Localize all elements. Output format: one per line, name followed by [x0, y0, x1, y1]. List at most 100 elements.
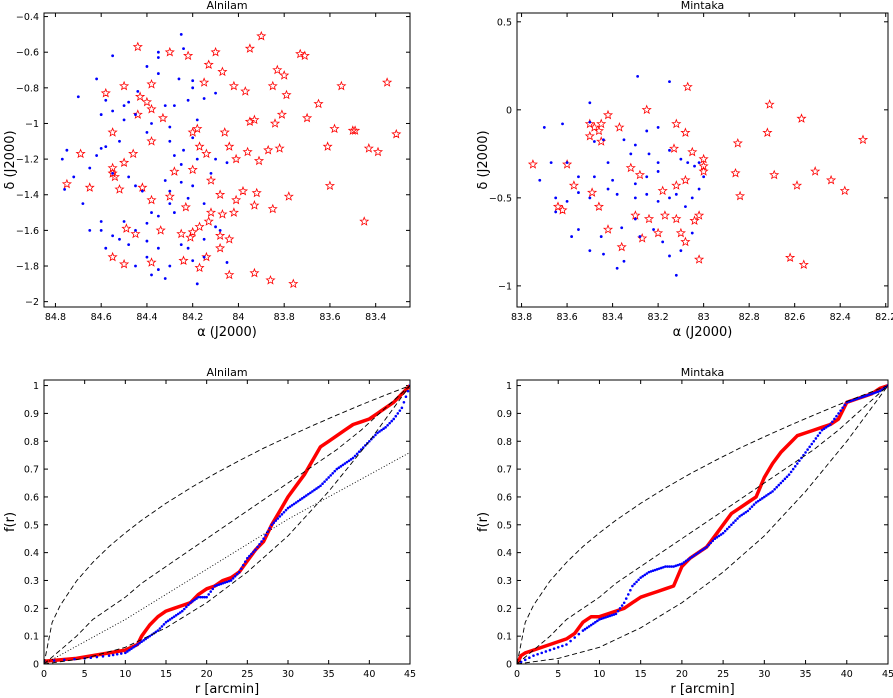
- cdf-point: [189, 601, 192, 605]
- cdf-point: [769, 491, 772, 495]
- cdf-point: [376, 431, 379, 435]
- dot-marker: [179, 243, 183, 247]
- cdf-point: [692, 554, 696, 557]
- dot-marker: [172, 154, 176, 157]
- dot-marker: [656, 126, 660, 129]
- cdf-point: [736, 517, 739, 520]
- dot-marker: [168, 264, 172, 268]
- y-tick-label: 1: [33, 381, 39, 392]
- cdf-point: [573, 636, 577, 639]
- dot-marker: [702, 175, 706, 179]
- dot-marker: [588, 196, 592, 200]
- cdf-point: [392, 417, 396, 421]
- x-tick-label: 5: [82, 669, 88, 680]
- panel-0: Alnilam 84.8 84.6 84.4 84.2 84 83.8 83.6 83.4 −2 −…: [3, 0, 411, 340]
- cdf-point: [331, 471, 335, 475]
- y-tick-label: −0.4: [16, 12, 39, 23]
- x-tick-label: 25: [717, 669, 729, 680]
- star-marker: [785, 252, 796, 263]
- star-marker: [680, 174, 691, 185]
- x-axis-label: α (J2000): [673, 325, 733, 340]
- cdf-point: [248, 554, 251, 558]
- cdf-point: [556, 645, 560, 649]
- star-marker: [242, 146, 253, 157]
- cdf-point: [633, 582, 636, 586]
- cdf-point: [612, 613, 616, 616]
- cdf-point: [697, 551, 700, 554]
- cdf-point: [523, 658, 527, 662]
- dot-marker: [122, 104, 126, 108]
- cdf-point: [643, 573, 647, 577]
- star-marker: [762, 127, 773, 138]
- cdf-point: [659, 566, 663, 570]
- dot-marker: [156, 268, 160, 271]
- dot-marker: [150, 211, 153, 214]
- star-marker: [75, 148, 86, 159]
- star-marker: [839, 185, 850, 196]
- cdf-point: [674, 564, 678, 568]
- star-marker: [146, 194, 157, 205]
- dot-marker: [652, 228, 655, 231]
- star-marker: [84, 182, 95, 192]
- cdf-point: [378, 430, 381, 433]
- star-marker: [244, 43, 255, 53]
- cdf-point: [779, 481, 783, 485]
- dot-marker: [629, 152, 633, 156]
- cdf-point: [680, 562, 684, 566]
- cdf-point: [211, 587, 215, 591]
- x-tick-label: 40: [841, 669, 853, 680]
- cdf-point: [178, 611, 182, 614]
- cdf-point: [760, 497, 764, 500]
- cdf-point: [608, 614, 612, 618]
- x-tick-label: 35: [323, 669, 335, 680]
- cdf-point: [384, 426, 387, 429]
- dot-marker: [684, 205, 687, 209]
- cdf-point: [738, 515, 741, 518]
- cdf-point: [734, 519, 737, 522]
- dot-marker: [186, 246, 190, 250]
- star-marker: [132, 41, 143, 52]
- cdf-point: [610, 613, 614, 617]
- star-marker: [614, 122, 625, 132]
- star-marker: [769, 169, 780, 180]
- cdf-point: [676, 563, 680, 567]
- cdf-point: [721, 531, 725, 535]
- star-marker: [680, 127, 691, 138]
- star-marker: [265, 274, 276, 285]
- dot-marker: [661, 240, 665, 244]
- x-tick-label: 84.4: [136, 312, 157, 323]
- cdf-point: [209, 590, 213, 593]
- star-marker: [119, 80, 130, 91]
- dot-marker: [656, 170, 660, 173]
- cdf-point: [313, 488, 316, 492]
- cdf-point: [162, 623, 166, 626]
- dot-marker: [156, 246, 160, 250]
- dot-marker: [191, 259, 195, 263]
- cdf-point: [132, 645, 135, 649]
- cdf-point: [73, 657, 76, 661]
- dot-marker: [218, 228, 222, 232]
- cdf-point: [339, 465, 343, 468]
- cdf-point: [357, 450, 361, 453]
- star-marker: [675, 227, 686, 238]
- dot-marker: [122, 118, 126, 122]
- dot-marker: [554, 210, 558, 214]
- dot-marker: [179, 180, 183, 184]
- star-marker: [210, 46, 221, 57]
- star-marker: [350, 125, 361, 135]
- star-marker: [256, 30, 267, 41]
- x-tick-label: 84.6: [91, 312, 112, 323]
- x-tick-label: 83.6: [556, 312, 577, 323]
- dot-marker: [140, 189, 144, 193]
- x-axis-label: r [arcmin]: [195, 682, 259, 697]
- star-marker: [132, 109, 143, 119]
- cdf-point: [270, 523, 274, 527]
- star-marker: [215, 189, 226, 200]
- star-marker: [146, 257, 157, 267]
- dot-marker: [209, 171, 213, 175]
- star-marker: [669, 143, 680, 153]
- cdf-point: [250, 552, 253, 556]
- dot-marker: [172, 104, 176, 108]
- cdf-point: [715, 536, 719, 539]
- x-tick-label: 82.2: [875, 312, 893, 323]
